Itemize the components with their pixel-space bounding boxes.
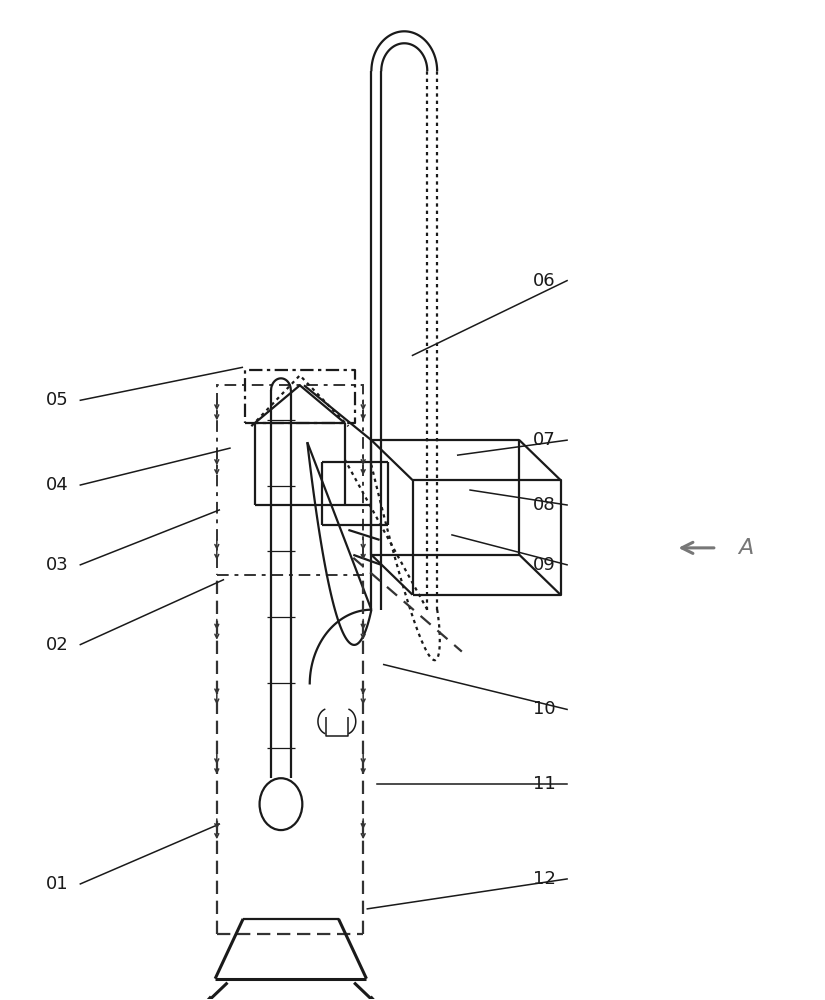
Text: 03: 03 [46, 556, 68, 574]
Bar [217, 385, 363, 575]
Text: A: A [738, 538, 753, 558]
Text: 02: 02 [46, 636, 68, 654]
Text: 09: 09 [533, 556, 555, 574]
Text: 05: 05 [46, 391, 68, 409]
Text: 01: 01 [46, 875, 68, 893]
Text: 06: 06 [533, 272, 555, 290]
Text: 12: 12 [533, 870, 555, 888]
Text: 04: 04 [46, 476, 68, 494]
Text: 08: 08 [533, 496, 555, 514]
Text: 07: 07 [533, 431, 555, 449]
Text: 11: 11 [533, 775, 555, 793]
Text: 10: 10 [533, 700, 555, 718]
